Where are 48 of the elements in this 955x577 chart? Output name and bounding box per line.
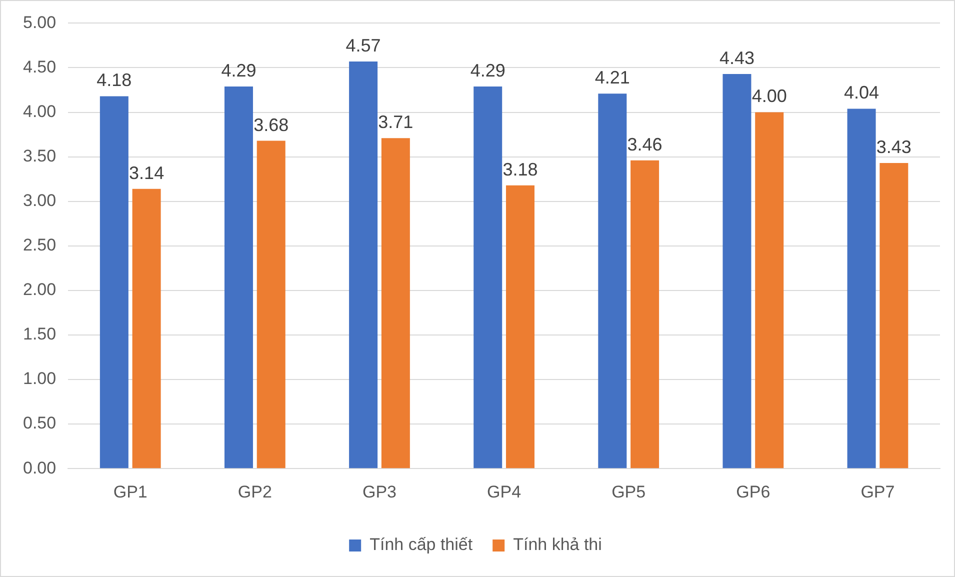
data-label: 3.68 <box>254 114 289 135</box>
bar <box>847 108 876 468</box>
bar <box>474 86 502 468</box>
bar <box>722 74 752 468</box>
y-tick-label: 1.50 <box>22 324 56 344</box>
bar <box>598 94 627 468</box>
bar <box>755 112 784 468</box>
legend-label: Tính khả thi <box>513 535 602 554</box>
data-label: 3.43 <box>876 137 912 158</box>
bar <box>349 62 378 468</box>
bar <box>224 86 253 468</box>
y-tick-label: 0.50 <box>22 414 56 433</box>
data-label: 4.00 <box>752 86 787 106</box>
legend-label: Tính cấp thiết <box>370 535 473 554</box>
bar <box>630 160 660 468</box>
data-label: 3.71 <box>378 112 414 132</box>
data-label: 3.18 <box>502 159 538 180</box>
bar <box>256 140 286 468</box>
data-label: 3.46 <box>627 134 662 154</box>
x-tick-label: GP2 <box>238 482 272 502</box>
x-tick-label: GP3 <box>362 482 396 502</box>
x-tick-label: GP5 <box>612 482 646 502</box>
y-tick-label: 5.00 <box>22 12 56 32</box>
y-tick-label: 3.50 <box>22 146 56 166</box>
data-label: 4.57 <box>346 35 381 56</box>
y-tick-label: 2.50 <box>22 236 56 255</box>
y-tick-label: 4.00 <box>22 102 56 121</box>
data-label: 3.14 <box>129 162 164 183</box>
bar <box>132 188 161 468</box>
y-tick-label: 1.00 <box>22 369 56 388</box>
data-label: 4.04 <box>844 82 880 103</box>
data-label: 4.29 <box>470 60 506 80</box>
y-tick-label: 2.00 <box>22 280 56 300</box>
bar <box>381 138 410 468</box>
bar <box>100 96 128 468</box>
data-label: 4.43 <box>719 48 754 68</box>
y-tick-label: 4.50 <box>22 57 56 76</box>
bar <box>506 185 534 468</box>
x-tick-label: GP1 <box>113 482 148 502</box>
x-tick-label: GP7 <box>860 482 895 502</box>
data-label: 4.29 <box>221 60 256 80</box>
y-tick-label: 3.00 <box>22 191 56 210</box>
data-label: 4.21 <box>594 68 630 88</box>
bar <box>880 163 908 468</box>
x-tick-label: GP6 <box>736 482 770 502</box>
x-tick-label: GP4 <box>487 482 522 502</box>
y-tick-label: 0.00 <box>22 458 56 478</box>
data-label: 4.18 <box>96 70 132 90</box>
